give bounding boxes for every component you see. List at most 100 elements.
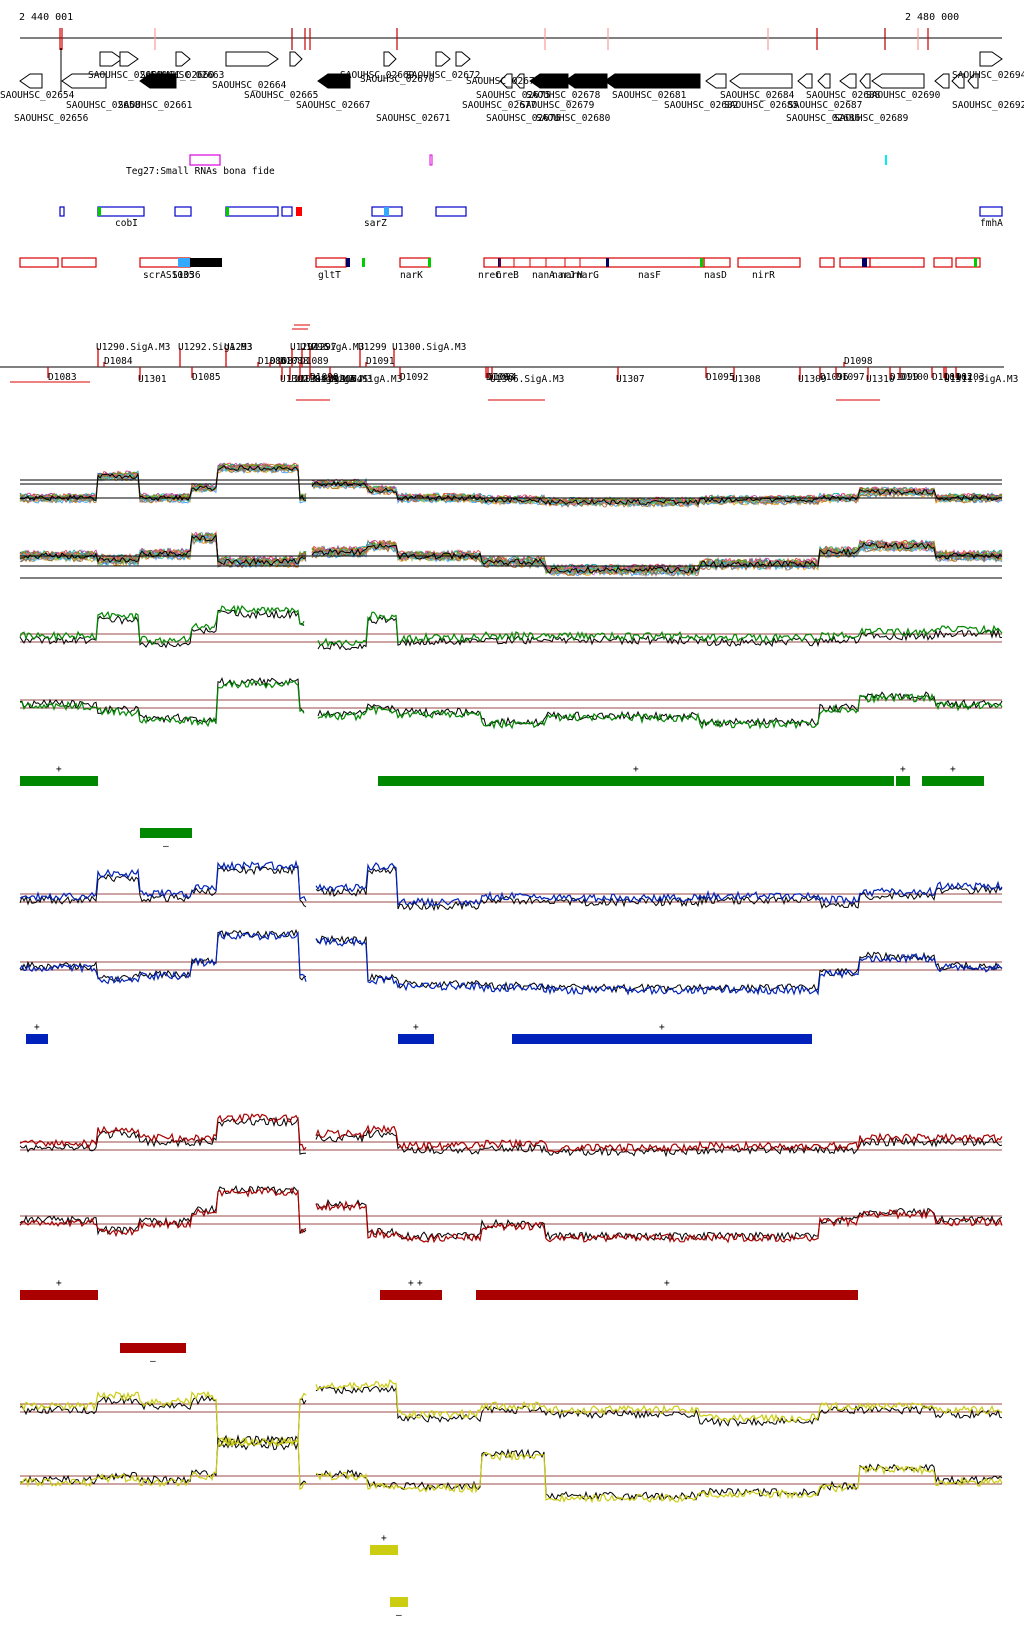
gene-label: SAOUHSC_02679 (520, 100, 595, 111)
regulatory-label: narK (400, 270, 423, 281)
gene-label: SAOUHSC_02677 (462, 100, 536, 111)
regulatory-feature-mark (98, 207, 101, 216)
gene-forward (435, 51, 451, 67)
downshift-label: D1090 (310, 372, 339, 383)
downregulated-region-bar (140, 828, 192, 838)
gene-reverse (967, 73, 979, 89)
gene-label: SAOUHSC_02684 (720, 90, 795, 101)
upshift-label: U1297 (308, 342, 337, 353)
minus-strand-mark: – (163, 841, 169, 852)
regulatory-label: fmhA (980, 218, 1003, 229)
regulatory-feature (97, 206, 145, 217)
regulatory-feature-mark (974, 258, 977, 267)
downshift-label: D1085 (192, 372, 221, 383)
gene-reverse (934, 73, 950, 89)
regulatory-feature-mark (190, 258, 222, 267)
upshift-label: U1296 (300, 342, 329, 353)
regulatory-feature-mark (700, 258, 703, 267)
plus-strand-mark: + (56, 764, 62, 775)
upregulated-region-bar (398, 1034, 434, 1044)
downshift-label: D1097 (836, 372, 865, 383)
regulatory-label: nirR (752, 270, 775, 281)
gene-reverse (729, 73, 793, 89)
small-rna-feature (429, 154, 433, 166)
upregulated-region-bar (922, 776, 984, 786)
gene-forward (289, 51, 303, 67)
upshift-label: U1301 (138, 374, 167, 385)
downregulated-region-bar (120, 1343, 186, 1353)
gene-forward (225, 51, 279, 67)
regulatory-feature (737, 257, 801, 268)
regulatory-feature-mark (226, 207, 229, 216)
regulatory-feature-mark (362, 258, 365, 267)
gene-label: SAOUHSC_02661 (118, 100, 193, 111)
downshift-label: D1088 (280, 356, 309, 367)
upshift-label: U1305.SigA.M3 (328, 374, 402, 385)
downshift-label: D1092 (400, 372, 429, 383)
regulatory-feature-mark (862, 258, 867, 267)
upregulated-region-bar (20, 1290, 98, 1300)
upshift-label: U1299 (358, 342, 387, 353)
upregulated-region-bar (380, 1290, 442, 1300)
gene-label: SAOUHSC_02675 (476, 90, 550, 101)
gene-reverse (317, 73, 351, 89)
gene-label: SAOUHSC_02686 (786, 113, 861, 124)
plus-strand-mark: + (417, 1278, 423, 1289)
regulatory-feature (19, 257, 59, 268)
upshift-label: U1306.SigA.M3 (490, 374, 564, 385)
upregulated-region-bar (378, 776, 894, 786)
downshift-label: D1086 (258, 356, 287, 367)
regulatory-label: gltT (318, 270, 341, 281)
downshift-label: D1084 (104, 356, 133, 367)
condition-trace (19, 859, 1003, 909)
control-trace (19, 1185, 1003, 1242)
gene-label: SAOUHSC_02690 (866, 90, 941, 101)
plus-strand-mark: + (659, 1022, 665, 1033)
expression-trace (19, 533, 1003, 575)
regulatory-feature (225, 206, 279, 217)
regulatory-feature (703, 257, 731, 268)
gene-reverse (797, 73, 813, 89)
upshift-label: U1302.SigA.M3 (280, 374, 354, 385)
condition-trace (19, 1113, 1003, 1154)
regulatory-label: nanA (532, 270, 555, 281)
gene-forward (119, 51, 139, 67)
upregulated-region-bar (476, 1290, 858, 1300)
gene-reverse (574, 73, 608, 89)
regulatory-label: S1036 (172, 270, 201, 281)
gene-reverse (61, 73, 107, 89)
regulatory-feature-mark (178, 258, 190, 267)
plus-strand-mark: + (381, 1533, 387, 1544)
gene-label: SAOUHSC_02658 (66, 100, 141, 111)
gene-label: SAOUHSC_02660 (140, 70, 215, 81)
downshift-label: D1096 (820, 372, 849, 383)
regulatory-feature-mark (606, 258, 609, 267)
gene-forward (99, 51, 123, 67)
gene-reverse (139, 73, 177, 89)
regulatory-feature-mark (346, 258, 350, 267)
control-trace (19, 928, 1003, 994)
gene-label: SAOUHSC_02688 (806, 90, 881, 101)
regulatory-label: nreC (478, 270, 501, 281)
gene-label: SAOUHSC_02682 (664, 100, 738, 111)
gene-reverse (817, 73, 831, 89)
gene-forward (979, 51, 1003, 67)
upshift-label: U1303.SigA.M4 (288, 374, 363, 385)
upshift-label: U1294.SigA.M3 (290, 342, 364, 353)
upshift-label: U1300.SigA.M3 (392, 342, 466, 353)
minus-strand-mark: – (396, 1610, 402, 1621)
gene-label: SAOUHSC_02656 (14, 113, 89, 124)
upregulated-region-bar (512, 1034, 812, 1044)
gene-label: SAOUHSC_02680 (536, 113, 611, 124)
coordinate-end: 2 480 000 (905, 12, 960, 23)
minus-strand-mark: – (150, 1356, 156, 1367)
regulatory-feature (933, 257, 953, 268)
regulatory-feature (61, 257, 97, 268)
control-trace (19, 1434, 1003, 1501)
gene-forward (455, 51, 471, 67)
gene-label: SAOUHSC_02676 (486, 113, 561, 124)
regulatory-feature (281, 206, 293, 217)
upshift-label: U1293 (224, 342, 253, 353)
regulatory-label: nasD (704, 270, 727, 281)
gene-forward (175, 51, 191, 67)
